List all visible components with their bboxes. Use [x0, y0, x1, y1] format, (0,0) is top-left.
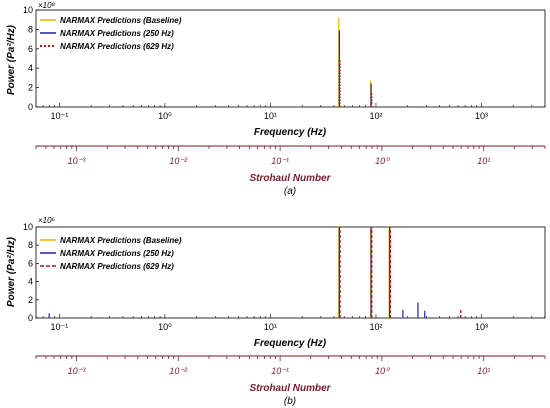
panel-b-xlabel: Frequency (Hz)	[254, 338, 327, 349]
y-tick-label: 0	[28, 102, 33, 112]
panel-b-y-multiplier: ×10⁶	[38, 216, 56, 225]
x-tick-label: 10²	[369, 111, 382, 121]
strouhal-tick-label: 10⁻²	[169, 366, 188, 376]
x-tick-label: 10¹	[264, 322, 277, 332]
panel-a-marks	[338, 17, 373, 107]
y-tick-label: 2	[28, 295, 33, 305]
panel-a: 0 2 4 6 8 10 10⁻¹ 10⁰ 10¹ 10² 10³ ×10⁸ Frequency …	[6, 1, 546, 197]
y-tick-label: 2	[28, 83, 33, 93]
strouhal-tick-label: 10¹	[477, 366, 490, 376]
panel-b-caption: (b)	[284, 396, 296, 407]
panel-b-strouhal-label: Strohaul Number	[249, 383, 331, 394]
panel-a-x-axis: 10⁻¹ 10⁰ 10¹ 10² 10³	[35, 103, 546, 121]
x-tick-label: 10³	[475, 322, 488, 332]
panel-b-plot-area	[35, 226, 546, 319]
panel-b-x-axis: 10⁻¹ 10⁰ 10¹ 10² 10³	[35, 314, 546, 332]
panel-a-legend-label-baseline: NARMAX Predictions (Baseline)	[60, 16, 182, 25]
y-tick-label: 10	[23, 5, 33, 15]
x-tick-label: 10⁻¹	[51, 111, 69, 121]
strouhal-tick-label: 10⁻²	[169, 156, 188, 166]
y-tick-label: 10	[23, 222, 33, 232]
x-tick-label: 10¹	[264, 111, 277, 121]
x-tick-label: 10⁻¹	[51, 322, 69, 332]
panel-a-plot-area	[35, 9, 546, 108]
panel-a-strouhal-axis: 10⁻³ 10⁻² 10⁻¹ 10⁰ 10¹	[35, 146, 546, 166]
panel-b-marks	[48, 227, 462, 318]
y-tick-label: 4	[28, 277, 33, 287]
strouhal-tick-label: 10¹	[477, 156, 490, 166]
panel-b-legend-label-629: NARMAX Predictions (629 Hz)	[60, 262, 174, 271]
panel-a-legend-label-629: NARMAX Predictions (629 Hz)	[60, 42, 174, 51]
strouhal-tick-label: 10⁰	[375, 156, 390, 166]
x-tick-label: 10²	[369, 322, 382, 332]
panel-a-legend: NARMAX Predictions (Baseline) NARMAX Pre…	[40, 16, 182, 51]
strouhal-tick-label: 10⁻³	[68, 156, 87, 166]
x-tick-label: 10⁰	[158, 111, 172, 121]
x-tick-label: 10³	[475, 111, 488, 121]
strouhal-tick-label: 10⁻¹	[271, 366, 289, 376]
y-tick-label: 4	[28, 63, 33, 73]
y-tick-label: 6	[28, 44, 33, 54]
strouhal-tick-label: 10⁻¹	[271, 156, 289, 166]
panel-a-y-axis: 0 2 4 6 8 10	[23, 5, 39, 112]
x-tick-label: 10⁰	[158, 322, 172, 332]
panel-b-strouhal-axis: 10⁻³ 10⁻² 10⁻¹ 10⁰ 10¹	[35, 356, 546, 376]
panel-b-legend-label-baseline: NARMAX Predictions (Baseline)	[60, 236, 182, 245]
y-tick-label: 8	[28, 240, 33, 250]
panel-a-strouhal-label: Strohaul Number	[249, 173, 331, 184]
panel-a-y-multiplier: ×10⁸	[38, 1, 56, 10]
panel-a-legend-label-250: NARMAX Predictions (250 Hz)	[60, 29, 174, 38]
y-tick-label: 8	[28, 24, 33, 34]
y-tick-label: 0	[28, 313, 33, 323]
panel-b-legend: NARMAX Predictions (Baseline) NARMAX Pre…	[40, 236, 182, 271]
panel-b: 0 2 4 6 8 10 10⁻¹ 10⁰ 10¹ 10² 10³ ×10⁶ Frequency …	[6, 216, 546, 407]
panel-b-legend-label-250: NARMAX Predictions (250 Hz)	[60, 249, 174, 258]
panel-b-ylabel: Power (Pa²/Hz)	[6, 236, 17, 307]
strouhal-tick-label: 10⁰	[375, 366, 390, 376]
panel-a-xlabel: Frequency (Hz)	[254, 127, 327, 138]
strouhal-tick-label: 10⁻³	[68, 366, 87, 376]
panel-a-ylabel: Power (Pa²/Hz)	[6, 24, 17, 95]
panel-b-y-axis: 0 2 4 6 8 10	[23, 222, 39, 323]
y-tick-label: 6	[28, 258, 33, 268]
panel-a-caption: (a)	[284, 186, 296, 197]
